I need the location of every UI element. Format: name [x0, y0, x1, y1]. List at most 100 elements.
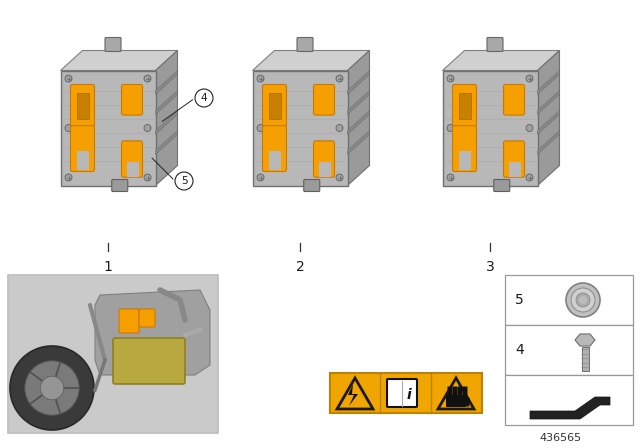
Text: 436565: 436565: [539, 433, 581, 443]
FancyBboxPatch shape: [458, 151, 470, 169]
FancyBboxPatch shape: [105, 38, 121, 52]
FancyBboxPatch shape: [119, 309, 139, 333]
FancyBboxPatch shape: [269, 151, 280, 169]
Polygon shape: [156, 130, 177, 155]
FancyBboxPatch shape: [70, 85, 95, 126]
Text: 1: 1: [104, 260, 113, 274]
FancyBboxPatch shape: [9, 276, 217, 432]
Circle shape: [526, 174, 533, 181]
FancyBboxPatch shape: [70, 126, 95, 172]
FancyBboxPatch shape: [269, 92, 280, 119]
FancyBboxPatch shape: [452, 126, 477, 172]
Polygon shape: [538, 90, 559, 115]
FancyBboxPatch shape: [463, 387, 467, 400]
FancyBboxPatch shape: [253, 70, 348, 185]
FancyBboxPatch shape: [582, 347, 589, 371]
FancyBboxPatch shape: [505, 325, 633, 375]
FancyBboxPatch shape: [262, 85, 287, 126]
Text: 5: 5: [515, 293, 524, 307]
FancyBboxPatch shape: [77, 151, 88, 169]
Polygon shape: [348, 51, 369, 185]
Polygon shape: [538, 111, 559, 134]
FancyBboxPatch shape: [509, 162, 520, 177]
Text: 5: 5: [180, 176, 188, 186]
Polygon shape: [538, 70, 559, 95]
Polygon shape: [348, 70, 369, 95]
Polygon shape: [348, 90, 369, 115]
FancyBboxPatch shape: [504, 141, 525, 177]
FancyBboxPatch shape: [505, 275, 633, 325]
Polygon shape: [438, 378, 474, 409]
FancyBboxPatch shape: [319, 162, 330, 177]
Polygon shape: [530, 397, 610, 419]
FancyBboxPatch shape: [77, 92, 88, 119]
Polygon shape: [348, 130, 369, 155]
Circle shape: [144, 125, 151, 132]
FancyBboxPatch shape: [505, 375, 633, 425]
Circle shape: [10, 346, 94, 430]
FancyBboxPatch shape: [504, 85, 525, 115]
FancyBboxPatch shape: [458, 387, 463, 400]
Polygon shape: [442, 51, 559, 70]
Circle shape: [257, 75, 264, 82]
Circle shape: [526, 125, 533, 132]
Polygon shape: [538, 130, 559, 155]
Circle shape: [257, 174, 264, 181]
Circle shape: [336, 125, 343, 132]
Circle shape: [336, 174, 343, 181]
Polygon shape: [156, 111, 177, 134]
Polygon shape: [575, 334, 595, 346]
FancyBboxPatch shape: [452, 387, 458, 400]
Circle shape: [195, 89, 213, 107]
Polygon shape: [156, 90, 177, 115]
FancyBboxPatch shape: [463, 397, 470, 406]
FancyBboxPatch shape: [447, 387, 452, 400]
Text: i: i: [406, 388, 412, 402]
FancyBboxPatch shape: [446, 395, 466, 407]
Circle shape: [65, 174, 72, 181]
Polygon shape: [348, 384, 358, 406]
FancyBboxPatch shape: [61, 70, 156, 185]
FancyBboxPatch shape: [314, 85, 335, 115]
FancyBboxPatch shape: [442, 70, 538, 185]
Circle shape: [526, 75, 533, 82]
Circle shape: [144, 75, 151, 82]
Circle shape: [447, 174, 454, 181]
Polygon shape: [538, 51, 559, 185]
Polygon shape: [156, 51, 177, 185]
Text: 2: 2: [296, 260, 305, 274]
Circle shape: [447, 125, 454, 132]
Circle shape: [579, 296, 587, 304]
Circle shape: [336, 75, 343, 82]
Text: 4: 4: [515, 343, 524, 357]
Circle shape: [40, 376, 64, 400]
Circle shape: [175, 172, 193, 190]
Polygon shape: [61, 51, 177, 70]
FancyBboxPatch shape: [314, 141, 335, 177]
Circle shape: [144, 174, 151, 181]
Polygon shape: [156, 70, 177, 95]
Polygon shape: [253, 51, 369, 70]
FancyBboxPatch shape: [297, 38, 313, 52]
FancyBboxPatch shape: [127, 162, 138, 177]
Text: 4: 4: [201, 93, 207, 103]
FancyBboxPatch shape: [458, 92, 470, 119]
Text: 3: 3: [486, 260, 494, 274]
FancyBboxPatch shape: [330, 373, 482, 413]
FancyBboxPatch shape: [493, 180, 509, 191]
Circle shape: [257, 125, 264, 132]
FancyBboxPatch shape: [122, 85, 143, 115]
FancyBboxPatch shape: [8, 275, 218, 433]
Circle shape: [447, 75, 454, 82]
Polygon shape: [348, 111, 369, 134]
Circle shape: [571, 288, 595, 312]
FancyBboxPatch shape: [452, 85, 477, 126]
Polygon shape: [337, 378, 373, 409]
Circle shape: [566, 283, 600, 317]
FancyBboxPatch shape: [122, 141, 143, 177]
Circle shape: [25, 361, 79, 415]
FancyBboxPatch shape: [487, 38, 503, 52]
FancyBboxPatch shape: [139, 309, 155, 327]
FancyBboxPatch shape: [387, 379, 417, 407]
FancyBboxPatch shape: [262, 126, 287, 172]
